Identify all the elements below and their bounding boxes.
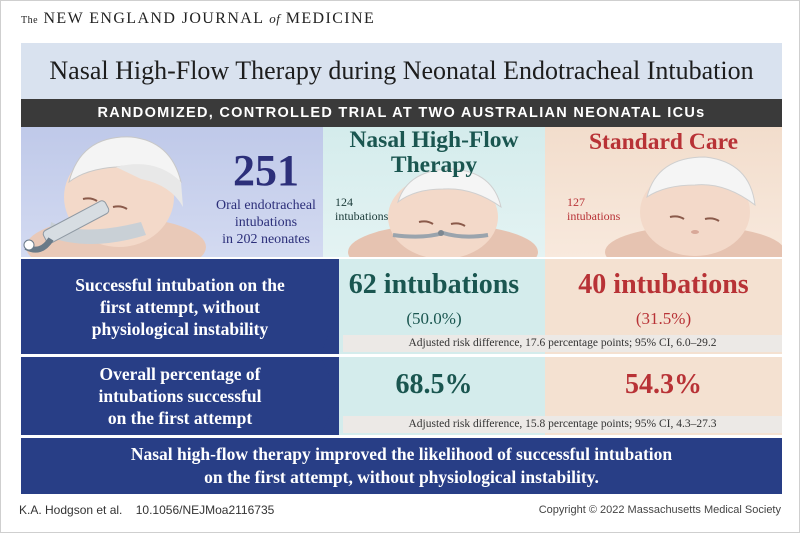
primary-outcome-label: Successful intubation on the first attem… (75, 274, 285, 339)
secondary-outcome-label-box: Overall percentage of intubations succes… (21, 357, 339, 435)
standard-care-secondary-result: 54.3% (625, 369, 702, 400)
total-description: Oral endotracheal intubations in 202 neo… (216, 198, 316, 247)
copyright: Copyright © 2022 Massachusetts Medical S… (538, 504, 781, 516)
title-band: Nasal High-Flow Therapy during Neonatal … (21, 43, 782, 99)
secondary-outcome-ci: Adjusted risk difference, 15.8 percentag… (343, 416, 782, 433)
standard-care-arm-title: Standard Care (588, 129, 739, 155)
doi: 10.1056/NEJMoa2116735 (135, 503, 275, 517)
label-arrow-shape (21, 259, 339, 354)
standard-care-arm-panel: Standard Care 127 intubations (545, 127, 782, 257)
journal-masthead: The NEW ENGLAND JOURNAL of MEDICINE (21, 10, 376, 27)
primary-outcome-ci: Adjusted risk difference, 17.6 percentag… (343, 335, 782, 352)
overview-panel: 251 Oral endotracheal intubations in 202… (21, 127, 323, 257)
standard-care-primary-result: 40 intubations (578, 269, 749, 300)
outcome-row-primary: 62 intubations (50.0%) 40 intubations (3… (21, 259, 782, 354)
conclusion-text: Nasal high-flow therapy improved the lik… (130, 444, 673, 487)
authors: K.A. Hodgson et al. (19, 503, 123, 517)
outcome-row-secondary: 68.5% 54.3% Overall percentage of intuba… (21, 357, 782, 435)
standard-care-primary-percent: (31.5%) (635, 309, 692, 328)
total-intubations: 251 (233, 146, 299, 195)
nhf-secondary-result: 68.5% (395, 369, 473, 400)
intubated-baby-illustration (23, 136, 206, 257)
conclusion-band: Nasal high-flow therapy improved the lik… (21, 438, 782, 494)
nhf-arm-title: Nasal High-Flow Therapy (349, 127, 519, 178)
label-arrow-shape (21, 357, 339, 435)
secondary-outcome-label: Overall percentage of intubations succes… (98, 364, 262, 428)
standard-care-baby-illustration (605, 156, 782, 257)
page-title: Nasal High-Flow Therapy during Neonatal … (49, 56, 754, 85)
nhf-arm-panel: Nasal High-Flow Therapy 124 intubations (323, 127, 545, 257)
subtitle-band: RANDOMIZED, CONTROLLED TRIAL AT TWO AUST… (21, 99, 782, 127)
nhf-arm-count: 124 intubations (335, 195, 389, 223)
standard-care-arm-count: 127 intubations (567, 195, 621, 223)
nhf-primary-percent: (50.0%) (406, 309, 462, 328)
citation: K.A. Hodgson et al. 10.1056/NEJMoa211673… (19, 503, 274, 517)
nhf-primary-result: 62 intubations (348, 269, 520, 300)
nasal-cannula-baby-illustration (348, 168, 538, 257)
primary-outcome-label-box: Successful intubation on the first attem… (21, 259, 339, 354)
trial-subtitle: RANDOMIZED, CONTROLLED TRIAL AT TWO AUST… (97, 105, 706, 121)
